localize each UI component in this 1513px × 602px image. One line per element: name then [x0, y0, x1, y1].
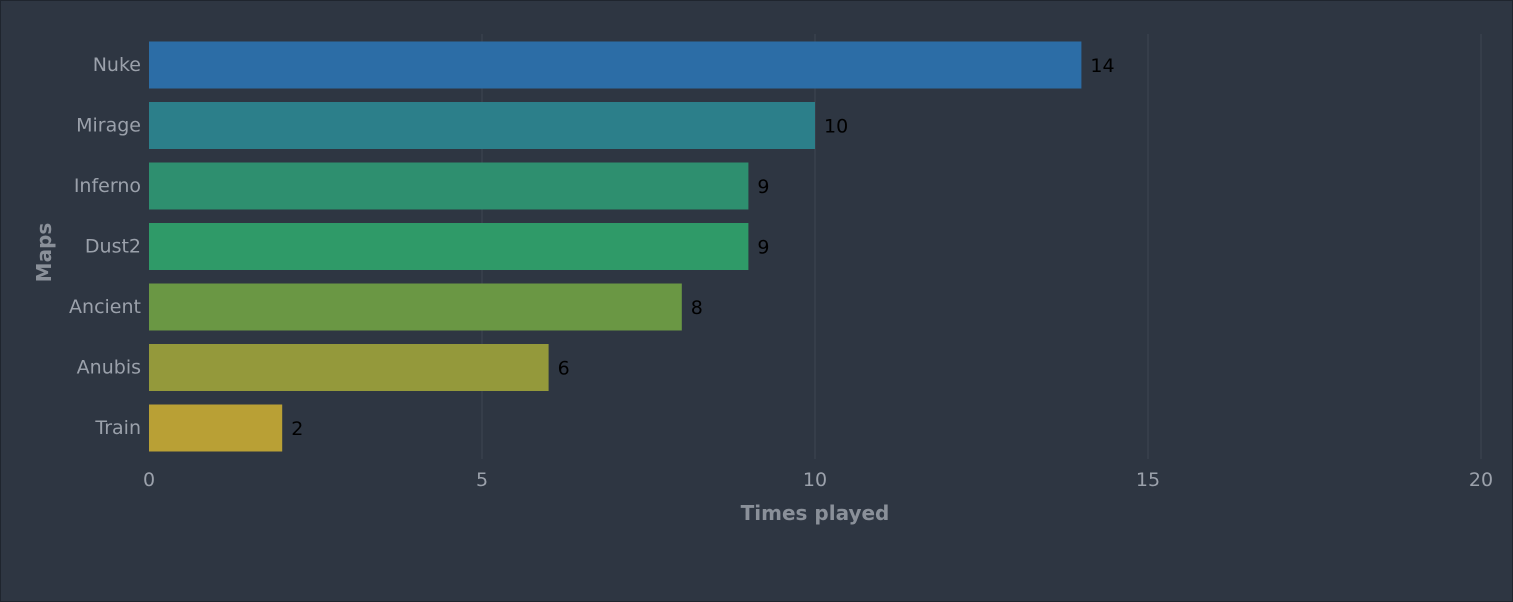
bar-mirage[interactable] [149, 102, 815, 149]
bar-nuke[interactable] [149, 41, 1082, 89]
y-tick-anubis: Anubis [77, 357, 141, 379]
y-tick-nuke: Nuke [93, 54, 141, 76]
y-tick-mirage: Mirage [76, 115, 141, 137]
y-tick-inferno: Inferno [74, 175, 141, 197]
bar-ancient[interactable] [149, 283, 682, 331]
x-tick-10: 10 [803, 469, 827, 491]
y-tick-dust2: Dust2 [85, 236, 141, 258]
x-tick-labels: 0 5 10 15 20 [143, 469, 1493, 491]
value-label-train: 2 [291, 418, 303, 440]
y-tick-train: Train [94, 417, 141, 439]
value-label-ancient: 8 [691, 297, 703, 319]
y-tick-ancient: Ancient [69, 296, 141, 318]
bar-inferno[interactable] [149, 162, 749, 210]
value-label-mirage: 10 [824, 116, 848, 138]
x-tick-15: 15 [1136, 469, 1160, 491]
x-tick-20: 20 [1469, 469, 1493, 491]
y-axis-title: Maps [32, 223, 56, 283]
bar-anubis[interactable] [149, 344, 549, 391]
bar-dust2[interactable] [149, 223, 749, 270]
value-labels: 14 10 9 9 8 6 2 [291, 55, 1114, 440]
x-tick-5: 5 [476, 469, 488, 491]
x-axis-title: Times played [741, 501, 890, 525]
x-tick-0: 0 [143, 469, 155, 491]
bar-train[interactable] [149, 404, 283, 452]
value-label-anubis: 6 [558, 358, 570, 380]
value-label-inferno: 9 [757, 176, 769, 198]
bars [149, 41, 1082, 452]
value-label-nuke: 14 [1090, 55, 1114, 77]
y-tick-labels: Nuke Mirage Inferno Dust2 Ancient Anubis Train [69, 54, 141, 439]
value-label-dust2: 9 [757, 237, 769, 259]
